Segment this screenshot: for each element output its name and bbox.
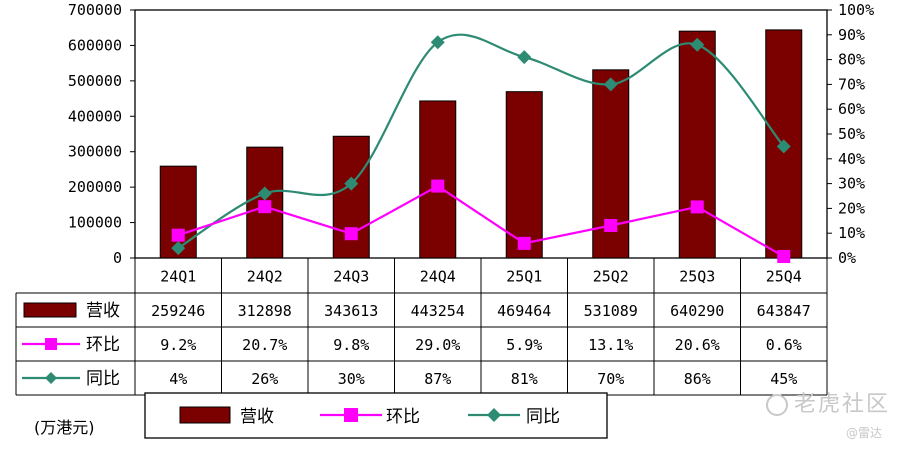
revenue-legend-key xyxy=(23,302,77,318)
table-cell: 9.2% xyxy=(160,336,196,354)
right-axis-tick-label: 90% xyxy=(838,26,865,44)
table-cell: 26% xyxy=(251,370,278,388)
qoq-point xyxy=(258,200,272,214)
category-label: 25Q2 xyxy=(593,268,629,286)
table-cell: 0.6% xyxy=(766,336,802,354)
table-cell: 30% xyxy=(338,370,365,388)
qoq-point xyxy=(690,200,704,214)
category-label: 25Q3 xyxy=(679,268,715,286)
right-axis-tick-label: 10% xyxy=(838,224,865,242)
category-label: 25Q4 xyxy=(766,268,802,286)
table-cell: 9.8% xyxy=(333,336,369,354)
left-axis-tick-label: 100000 xyxy=(68,214,122,232)
left-axis-tick-label: 300000 xyxy=(68,143,122,161)
table-cell: 259246 xyxy=(151,302,205,320)
table-row-label: 环比 xyxy=(86,335,120,355)
table-cell: 643847 xyxy=(757,302,811,320)
right-axis-tick-label: 40% xyxy=(838,150,865,168)
table-cell: 29.0% xyxy=(415,336,460,354)
revenue-bar xyxy=(419,100,457,259)
category-label: 24Q4 xyxy=(420,268,456,286)
right-axis-tick-label: 100% xyxy=(838,1,874,19)
right-axis-tick-label: 50% xyxy=(838,125,865,143)
qoq-point xyxy=(344,227,358,241)
qoq-point xyxy=(171,228,185,242)
unit-note: (万港元) xyxy=(34,418,95,437)
table-cell: 531089 xyxy=(584,302,638,320)
watermark-brand: 老虎社区 xyxy=(766,386,890,418)
left-axis-tick-label: 500000 xyxy=(68,72,122,90)
right-axis-tick-label: 60% xyxy=(838,100,865,118)
legend-qoq-marker xyxy=(344,408,358,422)
table-cell: 20.6% xyxy=(675,336,720,354)
table-cell: 312898 xyxy=(238,302,292,320)
table-cell: 70% xyxy=(597,370,624,388)
yoy-point xyxy=(603,77,618,92)
table-cell: 443254 xyxy=(411,302,465,320)
table-cell: 87% xyxy=(424,370,451,388)
legend-yoy-marker xyxy=(487,408,501,422)
yoy-legend-marker xyxy=(45,372,57,384)
yoy-point xyxy=(690,37,705,52)
table-cell: 45% xyxy=(770,370,797,388)
table-cell: 20.7% xyxy=(242,336,287,354)
right-axis-tick-label: 20% xyxy=(838,199,865,217)
yoy-point xyxy=(776,139,791,154)
tiger-logo-icon xyxy=(766,394,788,416)
table-cell: 5.9% xyxy=(506,336,542,354)
table-row-label: 同比 xyxy=(86,369,120,389)
left-axis-tick-label: 700000 xyxy=(68,1,122,19)
legend-qoq-label: 环比 xyxy=(386,407,420,427)
revenue-bar xyxy=(159,165,197,259)
yoy-point xyxy=(344,176,359,191)
qoq-line xyxy=(177,184,785,258)
legend-yoy-label: 同比 xyxy=(526,407,560,427)
yoy-point xyxy=(517,50,532,65)
qoq-point xyxy=(517,236,531,250)
yoy-point xyxy=(430,35,445,50)
left-axis-tick-label: 600000 xyxy=(68,36,122,54)
watermark-brand-text: 老虎社区 xyxy=(794,392,891,417)
category-label: 24Q3 xyxy=(333,268,369,286)
qoq-point xyxy=(604,219,618,233)
table-cell: 13.1% xyxy=(588,336,633,354)
right-axis-tick-label: 70% xyxy=(838,75,865,93)
legend-revenue-label: 营收 xyxy=(240,407,274,427)
yoy-point xyxy=(257,186,272,201)
right-axis-tick-label: 80% xyxy=(838,51,865,69)
category-label: 24Q2 xyxy=(247,268,283,286)
table-cell: 86% xyxy=(684,370,711,388)
table-cell: 640290 xyxy=(670,302,724,320)
category-label: 24Q1 xyxy=(160,268,196,286)
left-axis-tick-label: 0 xyxy=(113,249,122,267)
table-cell: 343613 xyxy=(324,302,378,320)
left-axis-tick-label: 200000 xyxy=(68,178,122,196)
table-cell: 81% xyxy=(511,370,538,388)
yoy-point xyxy=(171,241,186,256)
revenue-bar xyxy=(678,30,716,259)
revenue-bar xyxy=(505,91,543,259)
table-cell: 4% xyxy=(169,370,187,388)
legend-revenue-swatch xyxy=(179,406,231,424)
right-axis-tick-label: 0% xyxy=(838,249,856,267)
category-label: 25Q1 xyxy=(506,268,542,286)
qoq-legend-marker xyxy=(45,338,57,350)
qoq-point xyxy=(777,250,791,264)
left-axis-tick-label: 400000 xyxy=(68,107,122,125)
table-cell: 469464 xyxy=(497,302,551,320)
qoq-point xyxy=(431,179,445,193)
watermark-author: @雷达 xyxy=(846,426,883,440)
right-axis-tick-label: 30% xyxy=(838,175,865,193)
table-row-label: 营收 xyxy=(86,301,120,321)
